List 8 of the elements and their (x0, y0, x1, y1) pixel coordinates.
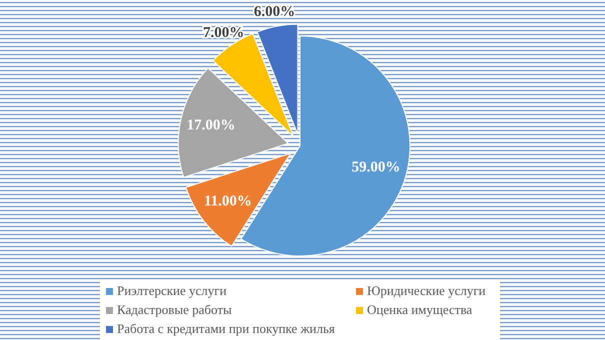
legend-label: Риэлтерские услуги (117, 282, 227, 298)
data-label: 59.00% (352, 160, 400, 176)
data-label: 11.00% (204, 193, 252, 210)
legend-label: Работа с кредитами при покупке жилья (117, 320, 335, 336)
legend-label: Оценка имущества (367, 302, 472, 317)
legend-label: Юридические услуги (367, 282, 486, 298)
data-label: 17.00% (186, 118, 236, 134)
legend-label: Кадастровые работы (117, 302, 232, 317)
